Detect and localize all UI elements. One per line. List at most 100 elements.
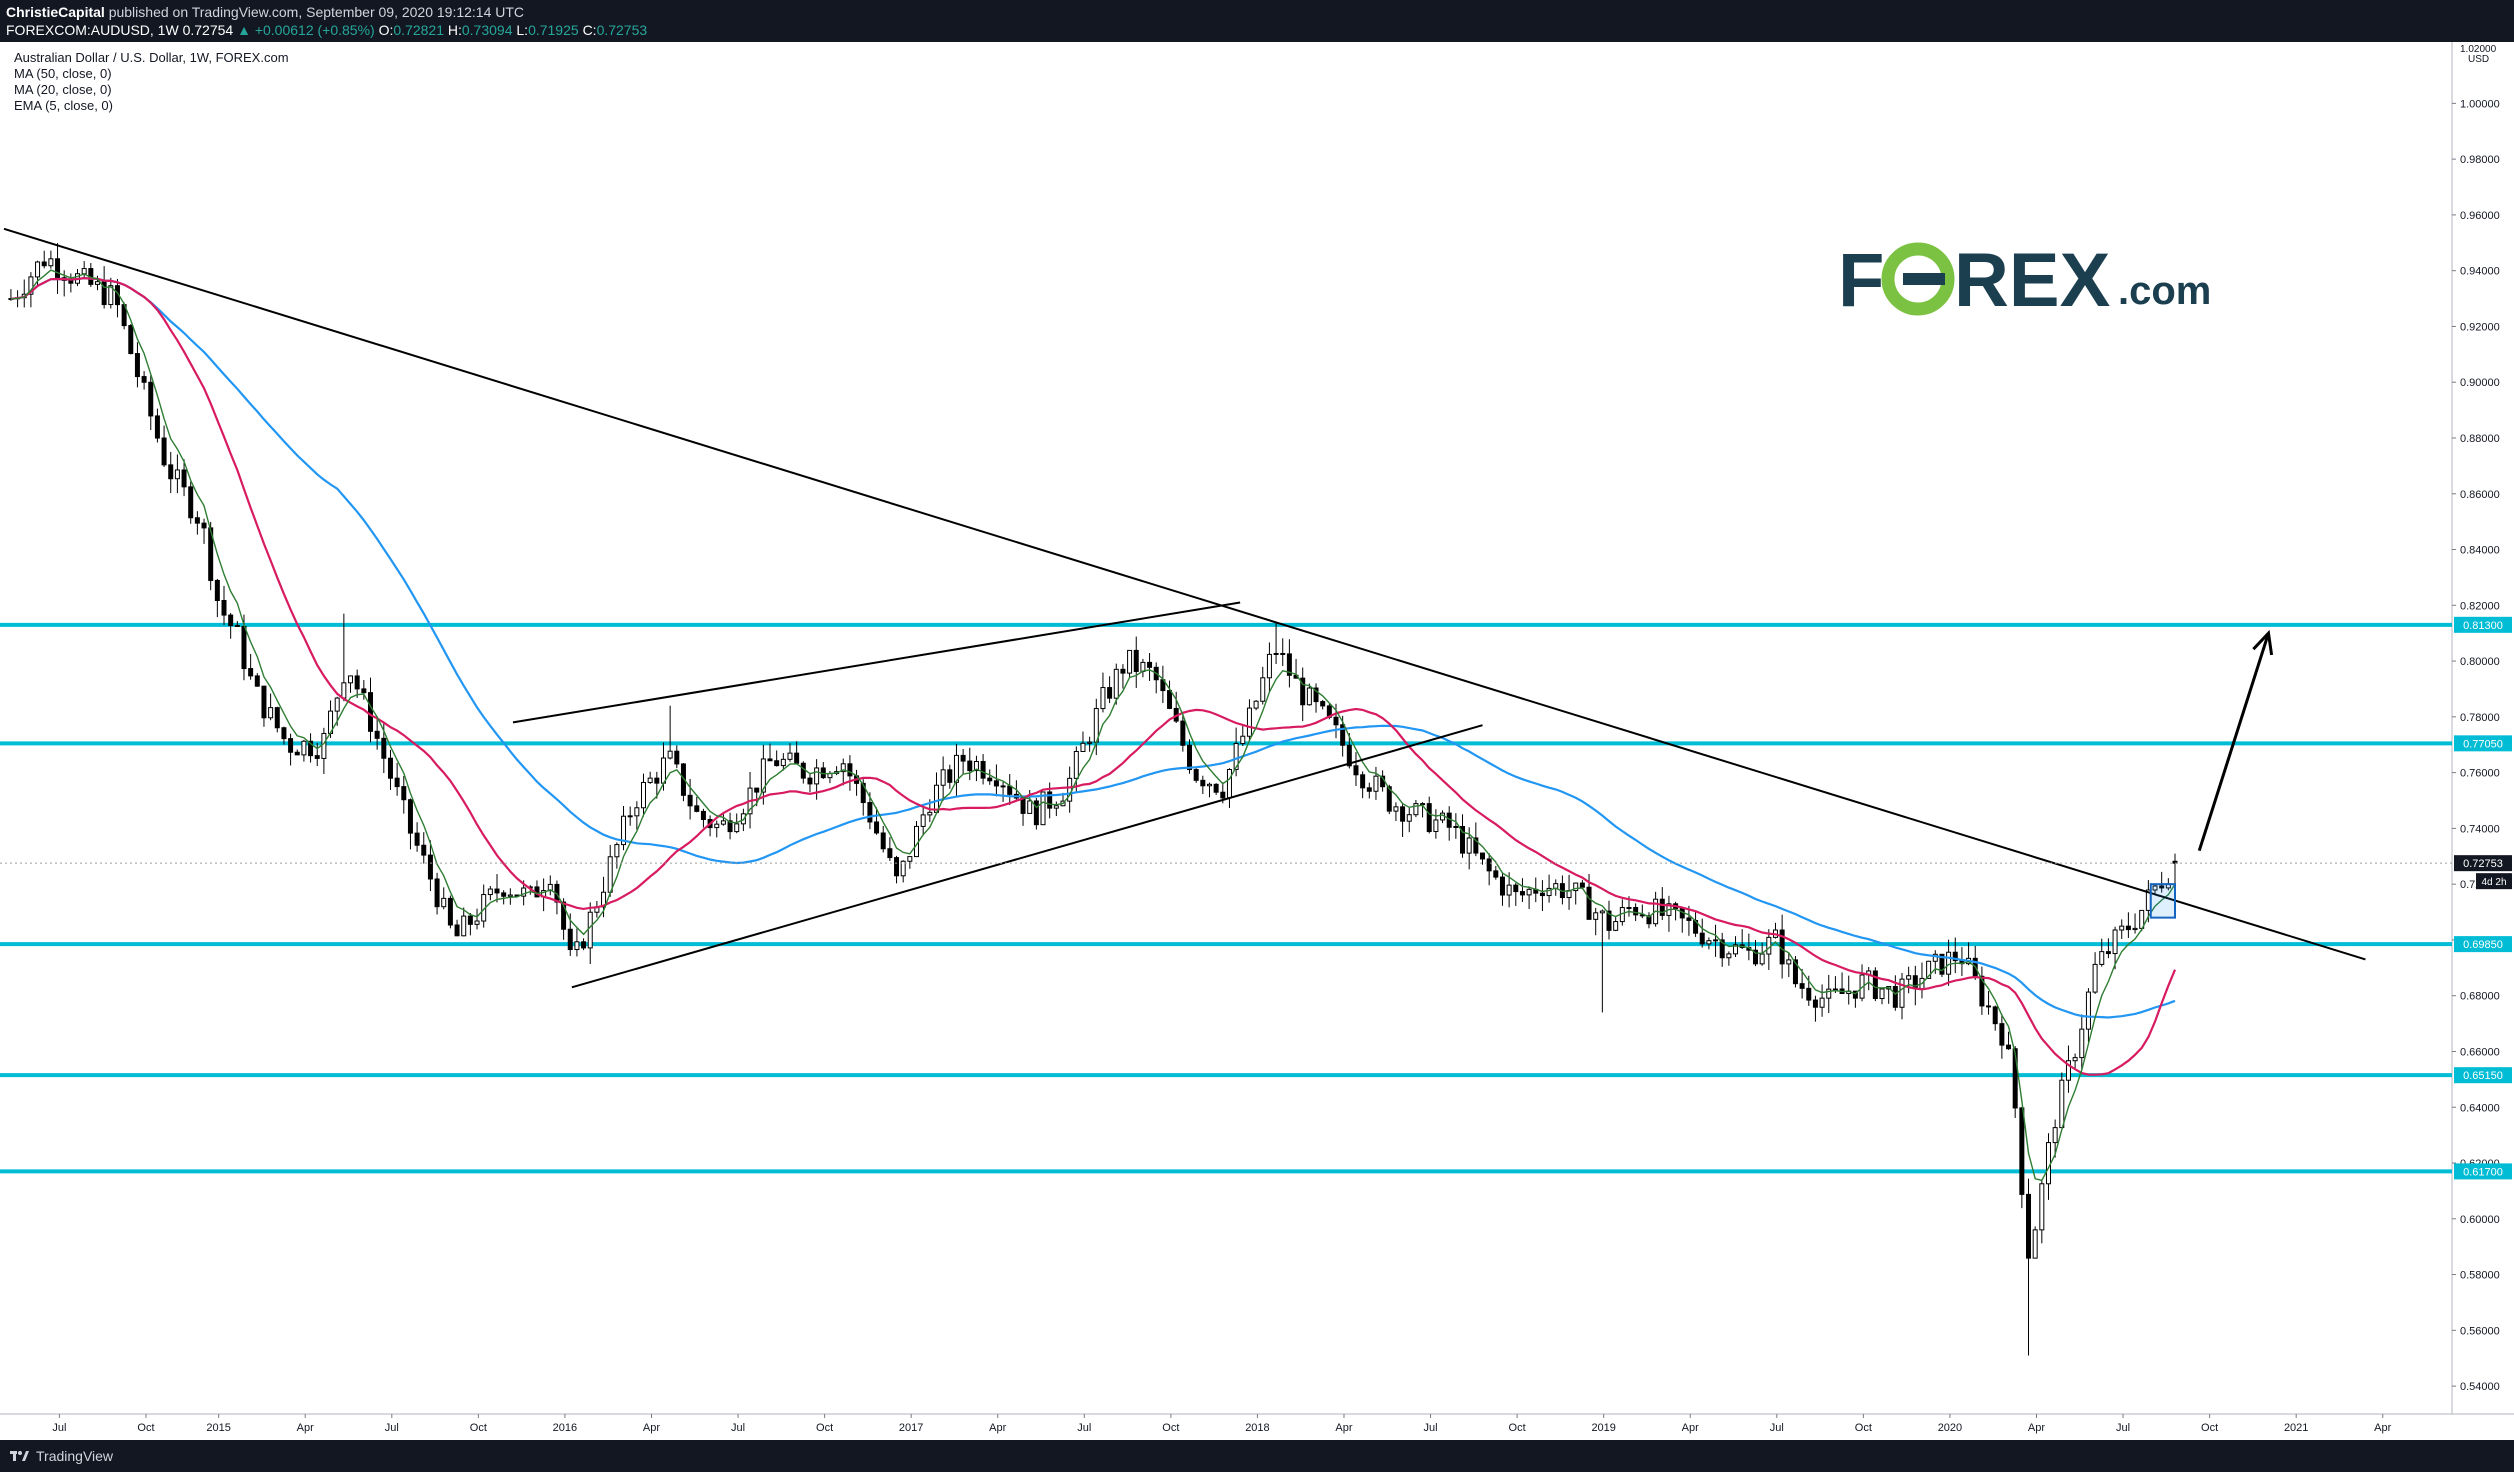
candle-body[interactable] [993,780,999,787]
candle-body[interactable] [1360,774,1366,789]
candle-body[interactable] [614,844,620,858]
candle-body[interactable] [1486,858,1492,872]
candle-body[interactable] [108,285,114,306]
legend-ma20[interactable]: MA (20, close, 0) [14,82,112,97]
candle-body[interactable] [1020,797,1026,814]
candle-body[interactable] [401,786,407,801]
candle-body[interactable] [367,692,373,732]
candle-body[interactable] [1373,775,1379,792]
candle-body[interactable] [567,928,573,951]
candle-body[interactable] [221,600,227,616]
candle-body[interactable] [1313,687,1319,703]
candle-body[interactable] [647,777,653,783]
candle-body[interactable] [194,517,200,524]
candle-body[interactable] [1266,653,1272,679]
candle-body[interactable] [81,268,87,275]
candle-body[interactable] [1946,951,1952,975]
candle-body[interactable] [1167,690,1173,709]
candle-body[interactable] [94,281,100,285]
candle-body[interactable] [281,727,287,740]
candle-body[interactable] [181,469,187,488]
candle-body[interactable] [1306,687,1312,706]
candle-body[interactable] [334,697,340,712]
candle-body[interactable] [1080,742,1086,753]
candle-body[interactable] [814,767,820,785]
candle-body[interactable] [474,920,480,925]
candle-body[interactable] [1333,716,1339,726]
projection-arrow[interactable] [2197,632,2270,852]
candle-body[interactable] [1120,668,1126,674]
trendline[interactable] [571,724,1483,989]
candle-body[interactable] [1493,870,1499,878]
candle-body[interactable] [308,740,314,757]
candle-body[interactable] [288,738,294,753]
candle-body[interactable] [1260,677,1266,702]
candle-body[interactable] [1366,787,1372,792]
candle-body[interactable] [1246,707,1252,737]
candle-body[interactable] [48,258,54,267]
candle-body[interactable] [1753,949,1758,965]
candle-body[interactable] [341,682,347,699]
candle-body[interactable] [55,258,61,279]
candle-body[interactable] [561,901,567,930]
candle-body[interactable] [960,754,966,762]
candle-body[interactable] [1253,700,1259,709]
candle-body[interactable] [1027,800,1033,814]
candle-body[interactable] [134,353,140,378]
candle-body[interactable] [847,763,853,777]
candle-body[interactable] [1147,661,1153,668]
candle-body[interactable] [168,464,174,480]
candle-body[interactable] [201,522,207,529]
trendline[interactable] [3,227,2366,961]
candle-body[interactable] [1426,803,1432,833]
candle-body[interactable] [1007,785,1013,795]
candle-body[interactable] [727,820,733,833]
candle-body[interactable] [880,832,886,850]
candle-body[interactable] [1513,884,1519,893]
candle-body[interactable] [967,760,973,772]
candle-body[interactable] [680,763,686,796]
candle-body[interactable] [1593,912,1599,920]
candle-body[interactable] [2119,925,2125,931]
candle-body[interactable] [1819,997,1825,1008]
candle-body[interactable] [1713,939,1719,942]
candle-body[interactable] [1912,975,1918,990]
candle-body[interactable] [174,469,180,480]
candle-body[interactable] [1127,649,1133,674]
candle-body[interactable] [487,888,493,896]
candle-body[interactable] [1646,915,1652,925]
trendline[interactable] [512,601,1241,724]
candle-body[interactable] [294,751,300,756]
candle-body[interactable] [1733,944,1739,955]
candle-body[interactable] [128,325,134,355]
candle-body[interactable] [1812,999,1818,1008]
candle-body[interactable] [68,279,74,284]
candle-body[interactable] [1906,975,1912,980]
candle-body[interactable] [1040,791,1046,826]
candle-body[interactable] [867,802,873,823]
candle-body[interactable] [2172,860,2178,864]
candle-body[interactable] [1832,988,1838,991]
candle-body[interactable] [41,261,47,267]
candle-body[interactable] [607,856,613,893]
candle-body[interactable] [621,815,627,846]
candle-body[interactable] [1113,668,1119,699]
candle-body[interactable] [1213,783,1219,793]
candle-body[interactable] [1100,687,1106,710]
candle-body[interactable] [35,261,41,278]
candle-body[interactable] [254,675,260,687]
candle-body[interactable] [1613,921,1619,931]
tradingview-logo[interactable]: TradingView [10,1448,113,1464]
candle-body[interactable] [1047,791,1053,809]
price-axis[interactable] [2452,42,2514,1414]
candle-body[interactable] [407,799,413,834]
candle-body[interactable] [1626,907,1632,910]
candle-body[interactable] [973,761,979,772]
candle-body[interactable] [940,769,946,786]
candle-body[interactable] [800,762,806,779]
candle-body[interactable] [274,707,280,729]
candle-body[interactable] [2099,951,2105,965]
candle-body[interactable] [2065,1060,2071,1081]
candle-body[interactable] [2112,929,2118,955]
candle-body[interactable] [521,887,527,897]
